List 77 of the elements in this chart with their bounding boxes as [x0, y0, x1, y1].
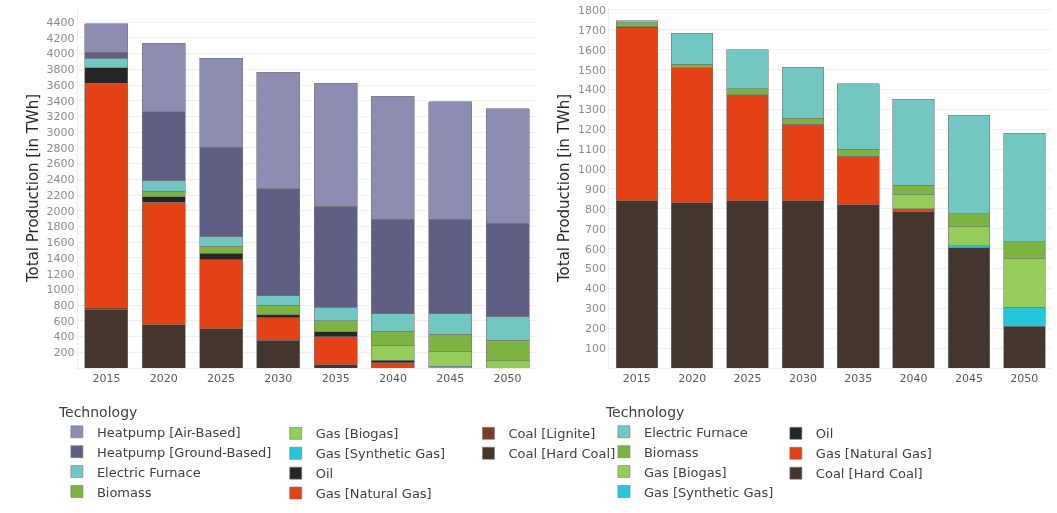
legend-label: Gas [Synthetic Gas]	[643, 484, 774, 500]
legend-label: Coal [Lignite]	[508, 426, 596, 442]
legend-title: Technology	[604, 403, 685, 420]
y-tick-label: 300	[584, 302, 606, 316]
y-tick-label: 200	[584, 322, 606, 336]
x-tick-label: 2045	[954, 372, 983, 386]
x-tick-label: 2030	[264, 372, 293, 386]
y-tick-label: 2600	[46, 157, 75, 171]
y-tick-label: 900	[584, 182, 606, 196]
x-tick-label: 2015	[622, 372, 651, 386]
x-tick-label: 2045	[436, 372, 465, 386]
x-tick-label: 2050	[1010, 372, 1039, 386]
legend-label: Biomass	[96, 484, 152, 500]
y-tick-label: 2400	[46, 173, 75, 187]
legend-label: Heatpump [Air-Based]	[96, 424, 241, 440]
legend-label: Gas [Biogas]	[315, 426, 399, 442]
legend-label: Electric Furnace	[96, 464, 201, 480]
y-tick-label: 1400	[46, 251, 75, 265]
y-tick-label: 1000	[46, 283, 75, 297]
y-tick-label: 1800	[577, 3, 606, 17]
y-tick-label: 2200	[46, 188, 75, 202]
legend-title: Technology	[57, 403, 138, 420]
y-tick-label: 600	[584, 242, 606, 256]
x-tick-label: 2030	[788, 372, 817, 386]
x-tick-label: 2040	[378, 372, 407, 386]
legend-label: Heatpump [Ground-Based]	[96, 444, 272, 460]
y-tick-label: 4200	[46, 31, 75, 45]
legend-label: Biomass	[643, 444, 699, 460]
y-tick-label: 1800	[46, 220, 75, 234]
y-tick-label: 1300	[577, 103, 606, 117]
y-tick-label: 1200	[577, 123, 606, 137]
y-tick-label: 1500	[577, 63, 606, 77]
legend-label: Coal [Hard Coal]	[815, 466, 923, 482]
x-tick-label: 2035	[844, 372, 873, 386]
y-tick-label: 1600	[46, 236, 75, 250]
y-tick-label: 1700	[577, 23, 606, 37]
y-tick-label: 400	[53, 330, 75, 344]
y-tick-label: 800	[53, 298, 75, 312]
y-tick-label: 200	[53, 346, 75, 360]
legend-label: Gas [Natural Gas]	[315, 486, 432, 502]
y-tick-label: 1000	[577, 162, 606, 176]
legend-label: Gas [Natural Gas]	[815, 446, 932, 462]
y-tick-label: 2800	[46, 141, 75, 155]
legend-label: Gas [Synthetic Gas]	[315, 446, 446, 462]
y-tick-label: 800	[584, 202, 606, 216]
y-axis-title: Total Production [in TWh]	[23, 93, 42, 284]
x-tick-label: 2040	[899, 372, 928, 386]
x-tick-label: 2015	[92, 372, 121, 386]
legend-label: Oil	[815, 426, 834, 442]
y-tick-label: 2000	[46, 204, 75, 218]
y-tick-label: 400	[584, 282, 606, 296]
legend-label: Coal [Hard Coal]	[508, 446, 616, 462]
y-tick-label: 100	[584, 341, 606, 355]
y-tick-label: 1600	[577, 43, 606, 57]
y-tick-label: 3800	[46, 63, 75, 77]
y-tick-label: 3200	[46, 110, 75, 124]
x-tick-label: 2025	[733, 372, 762, 386]
x-tick-label: 2035	[321, 372, 350, 386]
y-tick-label: 3600	[46, 78, 75, 92]
x-tick-label: 2020	[149, 372, 178, 386]
y-tick-label: 3400	[46, 94, 75, 108]
y-tick-label: 500	[584, 262, 606, 276]
legend-label: Electric Furnace	[643, 424, 748, 440]
y-tick-label: 4400	[46, 16, 75, 29]
y-tick-label: 1200	[46, 267, 75, 281]
x-tick-label: 2025	[207, 372, 236, 386]
y-tick-label: 1400	[577, 83, 606, 97]
legend-label: Oil	[315, 466, 334, 482]
y-tick-label: 4000	[46, 47, 75, 61]
y-tick-label: 1100	[577, 143, 606, 157]
x-tick-label: 2020	[678, 372, 707, 386]
legend-label: Gas [Biogas]	[643, 464, 727, 480]
y-tick-label: 700	[584, 222, 606, 236]
y-tick-label: 600	[53, 314, 75, 328]
y-tick-label: 3000	[46, 126, 75, 140]
x-tick-label: 2050	[493, 372, 522, 386]
y-axis-title: Total Production [in TWh]	[555, 93, 574, 284]
